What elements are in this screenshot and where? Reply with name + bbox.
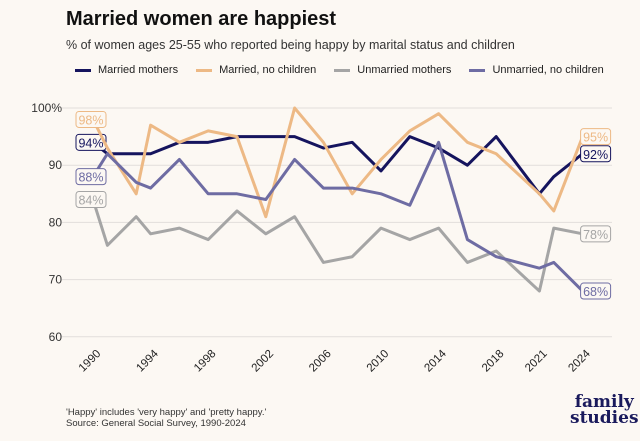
data-label: 92%: [583, 148, 608, 162]
data-label: 98%: [78, 113, 103, 127]
legend-item-married-mothers: Married mothers: [75, 64, 178, 76]
data-label: 94%: [78, 136, 103, 150]
legend-item-unmarried-no-children: Unmarried, no children: [469, 64, 604, 76]
legend-item-married-no-children: Married, no children: [196, 64, 316, 76]
data-label: 68%: [583, 285, 608, 299]
data-label-box: [580, 128, 612, 146]
y-tick-label: 100%: [31, 101, 62, 115]
y-tick-label: 80: [49, 215, 63, 229]
legend-label: Unmarried mothers: [357, 64, 452, 76]
note-definition: 'Happy' includes 'very happy' and 'prett…: [66, 407, 267, 418]
data-label: 78%: [583, 228, 608, 242]
data-label-box: [75, 168, 107, 186]
legend-label: Married mothers: [98, 64, 179, 76]
x-tick-label: 2024: [566, 347, 593, 374]
family-studies-logo: family studies: [570, 392, 639, 428]
legend-swatch: [334, 68, 351, 72]
note-source: Source: General Social Survey, 1990-2024: [66, 418, 246, 429]
chart-title: Married women are happiest: [66, 8, 337, 30]
x-tick-label: 2010: [365, 348, 392, 375]
legend-item-unmarried-mothers: Unmarried mothers: [334, 64, 451, 76]
logo-line1: family: [574, 392, 634, 412]
x-tick-label: 2006: [307, 348, 334, 375]
data-label-box: [580, 145, 612, 163]
chart-subtitle: % of women ages 25-55 who reported being…: [66, 38, 515, 52]
data-label-box: [75, 191, 107, 209]
logo-line2: studies: [570, 408, 639, 428]
x-tick-label: 1998: [192, 348, 219, 375]
legend: Married mothers Married, no children Unm…: [75, 64, 604, 76]
y-tick-label: 70: [49, 273, 63, 287]
data-label: 84%: [78, 194, 103, 208]
data-label-box: [580, 225, 612, 243]
legend-label: Married, no children: [219, 64, 317, 76]
legend-swatch: [75, 68, 91, 72]
data-label: 88%: [78, 171, 103, 185]
y-tick-label: 90: [49, 158, 63, 172]
x-tick-label: 2014: [422, 347, 449, 374]
y-tick-label: 60: [49, 330, 63, 344]
data-label: 95%: [583, 131, 608, 145]
x-tick-label: 2002: [250, 348, 277, 375]
series-line-1: [91, 106, 584, 219]
legend-swatch: [196, 68, 213, 72]
legend-label: Unmarried, no children: [492, 64, 604, 76]
x-tick-label: 1994: [134, 347, 161, 374]
legend-swatch: [469, 68, 486, 72]
footnotes: 'Happy' includes 'very happy' and 'prett…: [66, 407, 266, 429]
series-line-3: [91, 140, 584, 293]
x-tick-label: 1990: [77, 348, 104, 375]
series-line-2: [91, 199, 583, 293]
data-label-box: [75, 110, 107, 128]
series-line-0: [92, 135, 584, 196]
x-tick-label: 2021: [523, 348, 550, 375]
x-tick-label: 2018: [480, 348, 507, 375]
data-label-box: [580, 282, 612, 300]
